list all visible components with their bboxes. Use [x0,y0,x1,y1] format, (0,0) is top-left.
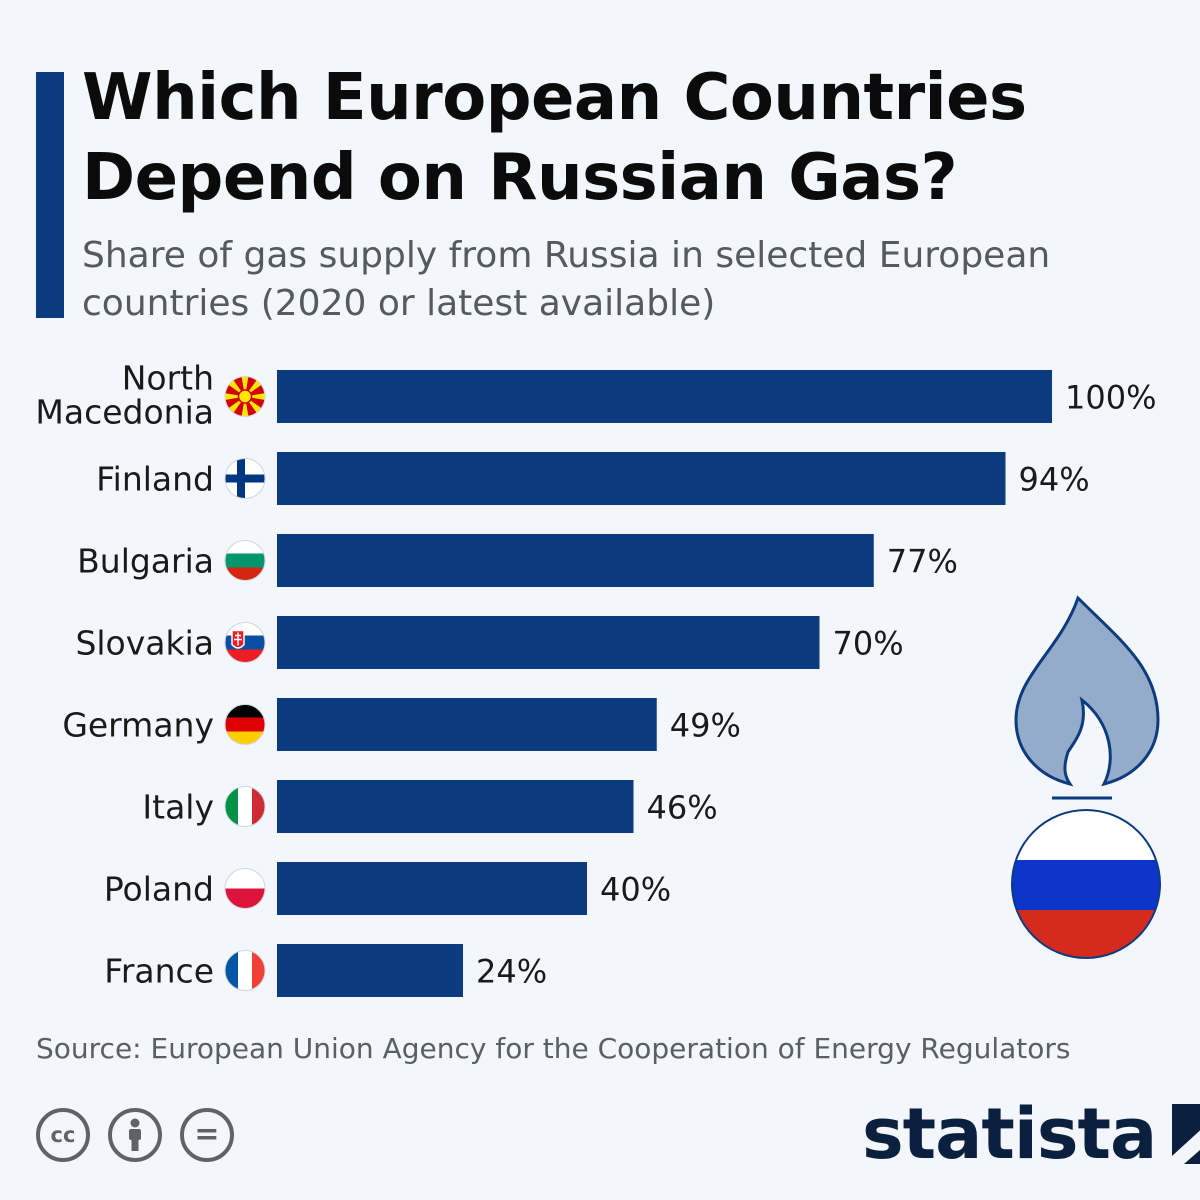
bar [277,944,463,997]
value-label: 49% [670,707,741,745]
north-macedonia-flag-icon [224,376,266,417]
bar [277,370,1052,423]
chart-subtitle: Share of gas supply from Russia in selec… [82,235,1051,324]
value-label: 77% [887,543,958,581]
gas-flame-russia-illustration [1011,595,1161,959]
bulgaria-flag-icon [224,540,266,581]
attribution-icon [108,1108,162,1162]
category-label: Germany [62,706,214,745]
bar [277,534,874,587]
russia-flag-icon [1011,809,1161,959]
chart-title: Which European Countries Depend on Russi… [82,61,1027,215]
germany-flag-icon [224,704,266,745]
source-note: Source: European Union Agency for the Co… [36,1032,1071,1065]
slovakia-flag-icon [224,622,266,663]
value-label: 40% [600,871,671,909]
category-label: Slovakia [75,624,214,663]
no-derivatives-icon: = [180,1108,234,1162]
category-label: Italy [142,788,214,827]
bar [277,698,657,751]
brand-name: statista [862,1093,1157,1175]
value-label: 46% [647,789,718,827]
statista-logo[interactable]: statista [862,1098,1200,1170]
accent-bar [36,72,64,318]
france-flag-icon [224,950,266,991]
finland-flag-icon [224,458,266,499]
value-label: 100% [1065,379,1156,417]
cc-icon: cc [36,1108,90,1162]
bar [277,780,634,833]
category-label: North Macedonia [35,359,214,432]
italy-flag-icon [224,786,266,827]
value-label: 24% [476,953,547,991]
poland-flag-icon [224,868,266,909]
category-label: Finland [96,460,214,499]
bar [277,862,587,915]
statista-mark-icon [1172,1104,1200,1164]
value-label: 70% [833,625,904,663]
category-label: Bulgaria [77,542,214,581]
category-label: France [104,952,214,991]
category-label: Poland [104,870,214,909]
bar [277,452,1006,505]
gas-flame-icon [1014,595,1160,787]
value-label: 94% [1019,461,1090,499]
bar [277,616,820,669]
